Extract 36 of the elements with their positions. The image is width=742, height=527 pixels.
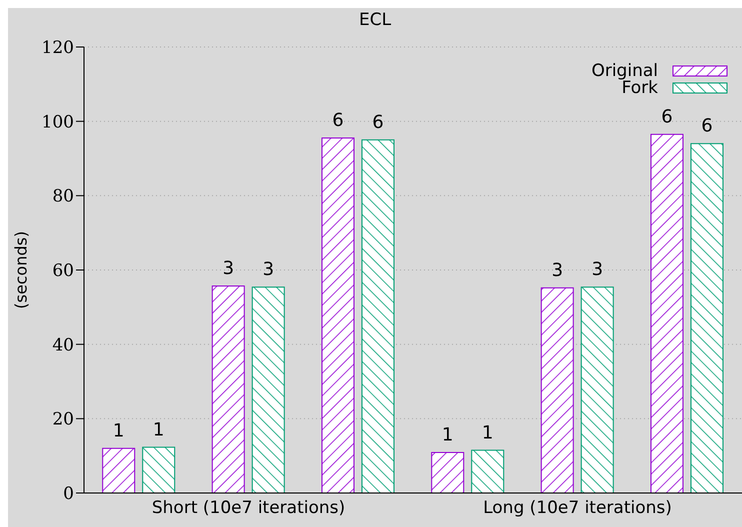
bar — [361, 139, 394, 493]
annotation: 3 — [592, 259, 604, 280]
annotation: 1 — [112, 420, 124, 442]
bar — [212, 285, 245, 493]
y-tick-label: 40 — [52, 335, 74, 356]
y-axis-title: (seconds) — [12, 231, 31, 309]
y-tick-label: 120 — [42, 38, 74, 58]
y-tick-label: 60 — [52, 261, 74, 282]
bar — [471, 450, 504, 493]
annotation: 1 — [152, 419, 164, 440]
y-tick-label: 20 — [52, 410, 74, 430]
legend-label: Original — [591, 60, 658, 80]
y-tick-label: 0 — [63, 484, 74, 504]
annotation: 6 — [701, 116, 713, 137]
annotation: 6 — [661, 106, 673, 128]
chart-title: ECL — [358, 10, 392, 30]
bar — [142, 446, 176, 493]
bar — [252, 286, 285, 493]
annotation: 6 — [372, 112, 384, 133]
annotation: 6 — [332, 110, 344, 132]
bar — [540, 287, 574, 493]
annotation: 3 — [552, 260, 564, 281]
bar — [650, 134, 684, 493]
x-tick-label: Long (10e7 iterations) — [483, 498, 672, 518]
bar — [431, 452, 464, 493]
x-tick-label: Short (10e7 iterations) — [152, 498, 346, 518]
annotation: 1 — [482, 422, 494, 444]
y-tick-label: 100 — [42, 112, 74, 132]
y-tick-label: 80 — [52, 186, 74, 207]
bar — [321, 138, 354, 493]
bar — [580, 286, 614, 493]
bar — [690, 143, 724, 493]
annotation: 3 — [262, 259, 274, 280]
annotation: 1 — [442, 424, 454, 446]
bar — [102, 448, 136, 493]
annotation: 3 — [222, 258, 234, 279]
